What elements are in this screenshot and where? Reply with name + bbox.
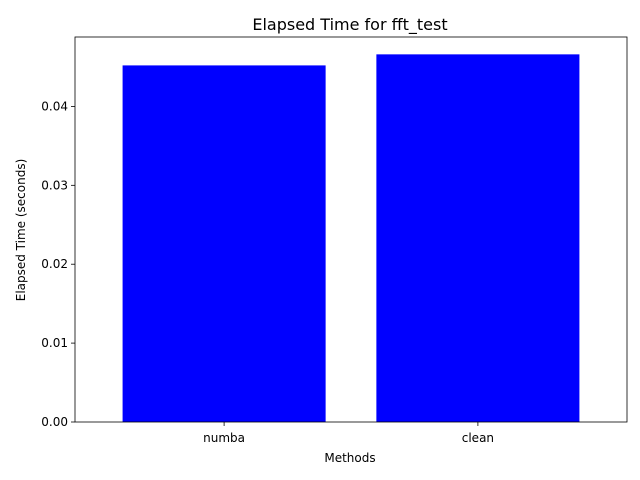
axes-layer: [74, 36, 628, 423]
bar-numba: [122, 65, 326, 422]
y-tick-label: 0.04: [41, 99, 68, 113]
x-tick-label-numba: numba: [203, 431, 245, 445]
plot-frame: [74, 36, 628, 423]
bars-layer: [122, 54, 580, 422]
x-axis-label: Methods: [324, 451, 375, 465]
y-tick-label: 0.01: [41, 336, 68, 350]
chart-title: Elapsed Time for fft_test: [252, 15, 447, 35]
y-axis-label: Elapsed Time (seconds): [14, 159, 28, 302]
y-tick-label: 0.03: [41, 178, 68, 192]
x-tick-label-clean: clean: [462, 431, 494, 445]
y-tick-label: 0.02: [41, 257, 68, 271]
ticks-layer: numba clean 0.00 0.01 0.02 0.03 0.04: [41, 99, 494, 445]
y-tick-label: 0.00: [41, 415, 68, 429]
bar-clean: [376, 54, 580, 422]
